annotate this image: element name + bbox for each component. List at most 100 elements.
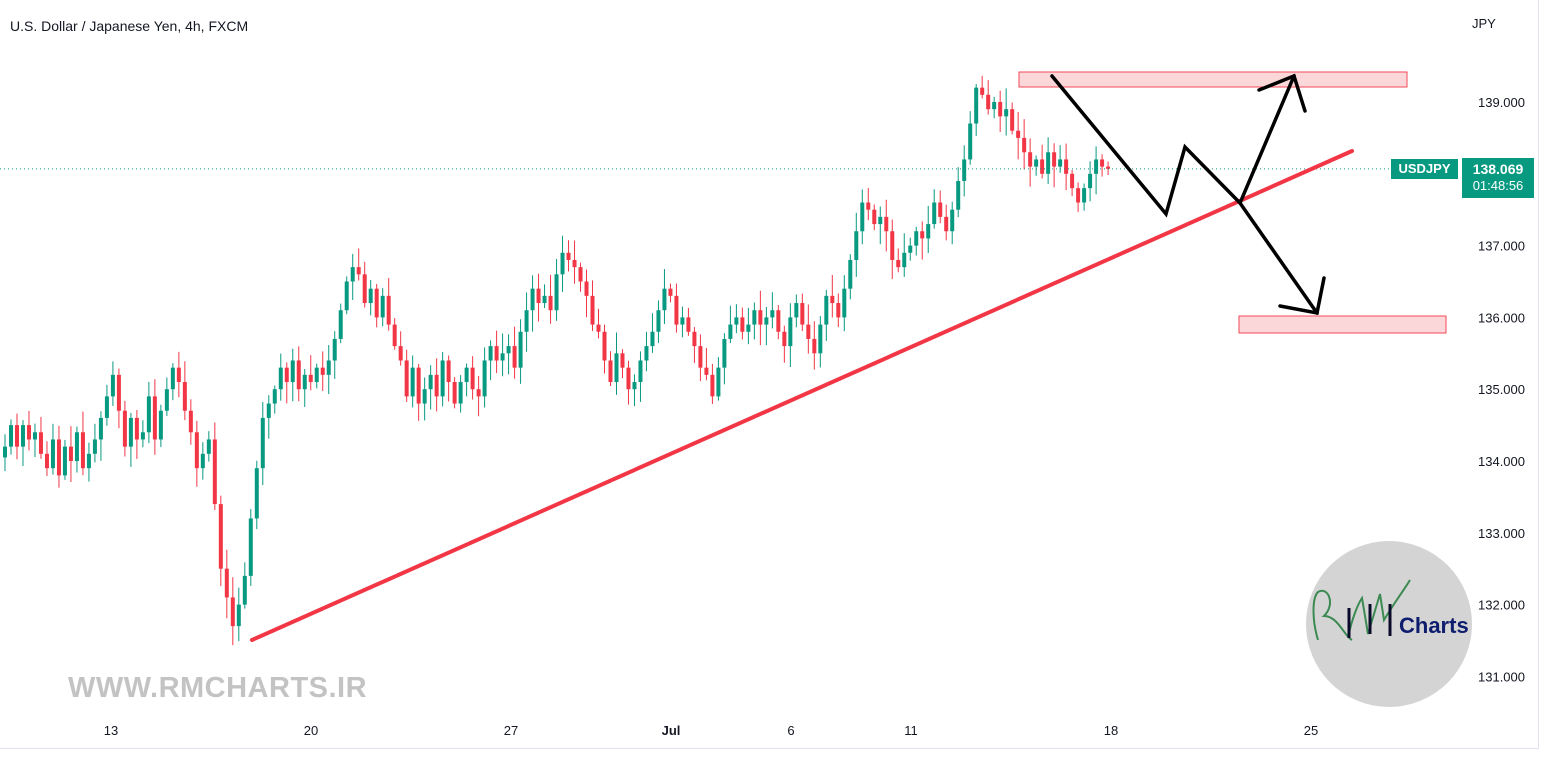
candle xyxy=(74,426,79,473)
candle xyxy=(698,334,703,382)
candle xyxy=(224,549,229,619)
candle-body xyxy=(650,331,655,347)
candle xyxy=(434,358,439,412)
candle xyxy=(302,369,307,408)
candle xyxy=(608,351,613,386)
candle-body xyxy=(476,389,481,397)
candle-body xyxy=(752,310,757,325)
candle xyxy=(86,442,91,482)
candle xyxy=(212,422,217,511)
candle xyxy=(902,233,907,277)
symbol-badge: USDJPY xyxy=(1391,159,1458,179)
candle xyxy=(116,368,121,429)
candle xyxy=(1058,145,1063,173)
candle-body xyxy=(860,202,865,232)
bar-countdown: 01:48:56 xyxy=(1472,178,1524,193)
candle xyxy=(1010,102,1015,135)
candle-body xyxy=(644,346,649,361)
candle xyxy=(542,284,547,308)
candle xyxy=(68,426,73,482)
candle-body xyxy=(86,453,91,469)
candle xyxy=(104,384,109,426)
candle-body xyxy=(368,288,373,304)
candle-body xyxy=(788,317,793,347)
candle-body xyxy=(668,288,673,296)
candle xyxy=(170,363,175,401)
candle-body xyxy=(380,295,385,318)
candle xyxy=(410,355,415,408)
candle xyxy=(50,423,55,475)
candle xyxy=(8,419,13,455)
candle xyxy=(20,420,25,467)
candle-body xyxy=(296,360,301,390)
candle xyxy=(722,333,727,385)
candle-body xyxy=(776,310,781,332)
candle-body xyxy=(884,216,889,232)
candle-body xyxy=(548,295,553,311)
candle-body xyxy=(662,288,667,311)
candle xyxy=(80,411,85,476)
candle xyxy=(1022,119,1027,170)
candle-body xyxy=(428,374,433,390)
candle xyxy=(554,259,559,321)
candle xyxy=(1016,112,1021,160)
candle-body xyxy=(494,346,499,361)
candle xyxy=(1028,138,1033,187)
candle-body xyxy=(992,102,997,110)
candle-body xyxy=(206,439,211,454)
candle xyxy=(44,441,49,476)
candle xyxy=(374,283,379,328)
candle xyxy=(716,357,721,401)
candle xyxy=(134,410,139,459)
candle-body xyxy=(1064,159,1069,174)
candle-body xyxy=(374,288,379,318)
candle-body xyxy=(134,417,139,440)
price-axis: 139.000 137.000 136.000 135.000 134.000 133.0… xyxy=(1478,95,1525,684)
candle-body xyxy=(98,417,103,440)
projection-path-bounce xyxy=(1050,74,1296,218)
candle xyxy=(260,402,265,486)
candle xyxy=(998,90,1003,132)
candle xyxy=(254,460,259,530)
candle xyxy=(122,400,127,457)
candle xyxy=(872,204,877,231)
candle-body xyxy=(608,360,613,383)
candle-body xyxy=(332,338,337,361)
candle xyxy=(914,226,919,256)
candle-body xyxy=(770,310,775,318)
candle xyxy=(1076,182,1081,212)
time-axis-tick-label: 11 xyxy=(904,723,918,738)
projection-arrowhead-up xyxy=(1257,73,1307,113)
candle xyxy=(794,294,799,328)
candle-body xyxy=(506,346,511,354)
candle-body xyxy=(434,374,439,397)
candle-body xyxy=(842,288,847,318)
candle xyxy=(236,587,241,642)
candle-body xyxy=(200,453,205,469)
candle-body xyxy=(1076,188,1081,203)
candle xyxy=(614,332,619,395)
candle-body xyxy=(866,202,871,210)
candle-body xyxy=(554,274,559,311)
candle-body xyxy=(482,360,487,397)
candle xyxy=(818,316,823,368)
annotation-layer xyxy=(0,71,1447,642)
candle-body xyxy=(1082,188,1087,203)
candle xyxy=(800,293,805,332)
candle-body xyxy=(968,123,973,160)
candle xyxy=(1070,169,1075,197)
candle-body xyxy=(356,267,361,275)
candle xyxy=(416,363,421,421)
candle-body xyxy=(8,425,13,447)
candle xyxy=(956,167,961,218)
candle xyxy=(548,274,553,324)
candle-body xyxy=(92,439,97,454)
candle-body xyxy=(986,94,991,110)
candle xyxy=(662,269,667,325)
candle-body xyxy=(122,410,127,447)
candle-body xyxy=(410,367,415,397)
candle-body xyxy=(1100,159,1105,167)
candle-body xyxy=(404,360,409,397)
candle-body xyxy=(50,439,55,469)
